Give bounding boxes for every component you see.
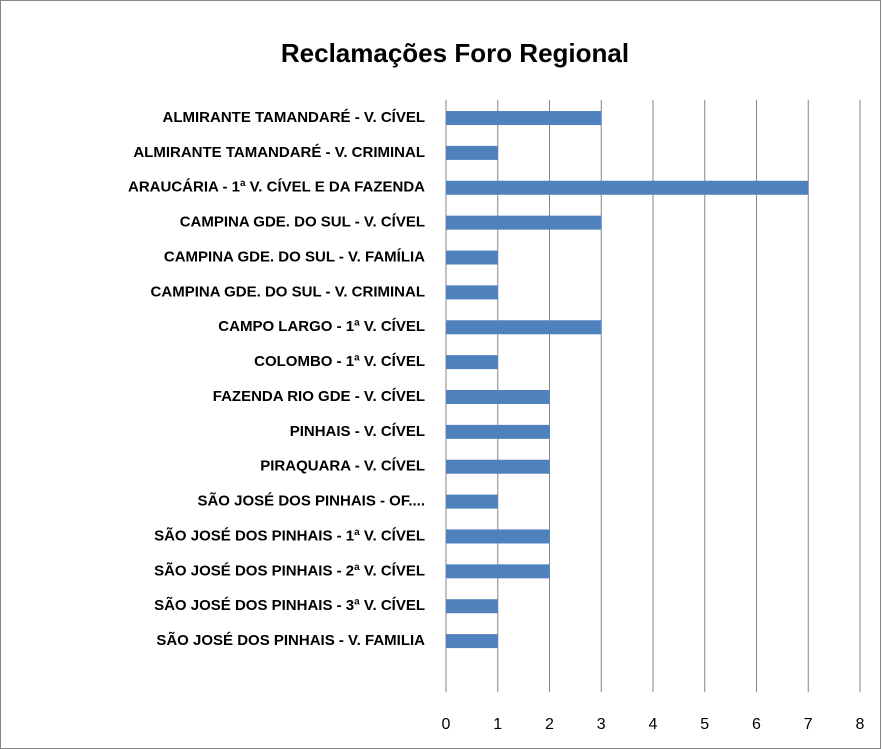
bar [446, 320, 602, 335]
bar [446, 355, 498, 370]
y-tick-label: FAZENDA RIO GDE - V. CÍVEL [213, 388, 425, 405]
x-tick-label: 4 [649, 716, 658, 733]
y-tick-label: SÃO JOSÉ DOS PINHAIS - 3ª V. CÍVEL [154, 596, 425, 614]
bar [446, 494, 498, 509]
y-tick-label: CAMPINA GDE. DO SUL - V. CÍVEL [180, 214, 425, 231]
x-tick-label: 2 [545, 716, 554, 733]
chart-title: Reclamações Foro Regional [281, 38, 629, 68]
bar [446, 564, 550, 579]
y-tick-label: CAMPO LARGO - 1ª V. CÍVEL [218, 318, 425, 335]
bar [446, 145, 498, 160]
x-tick-label: 1 [493, 716, 502, 733]
y-tick-label: SÃO JOSÉ DOS PINHAIS - OF.... [197, 492, 425, 510]
x-tick-label: 3 [597, 716, 606, 733]
bar [446, 111, 602, 126]
y-tick-label: COLOMBO - 1ª V. CÍVEL [254, 353, 425, 370]
bar [446, 285, 498, 300]
y-tick-label: PINHAIS - V. CÍVEL [290, 423, 425, 440]
x-tick-label: 7 [804, 716, 813, 733]
y-tick-label: ALMIRANTE TAMANDARÉ - V. CÍVEL [163, 109, 426, 126]
x-tick-label: 6 [752, 716, 761, 733]
y-tick-label: SÃO JOSÉ DOS PINHAIS - V. FAMILIA [156, 631, 425, 649]
bar [446, 389, 550, 404]
y-tick-label: ARAUCÁRIA - 1ª V. CÍVEL E DA FAZENDA [128, 179, 425, 196]
y-tick-label: SÃO JOSÉ DOS PINHAIS - 1ª V. CÍVEL [154, 526, 425, 544]
y-tick-label: PIRAQUARA - V. CÍVEL [260, 458, 425, 475]
y-tick-label: ALMIRANTE TAMANDARÉ - V. CRIMINAL [133, 144, 425, 161]
y-tick-label: CAMPINA GDE. DO SUL - V. CRIMINAL [151, 283, 425, 300]
bar [446, 634, 498, 649]
bar [446, 250, 498, 265]
x-tick-label: 5 [700, 716, 709, 733]
bar [446, 599, 498, 614]
x-tick-label: 8 [856, 716, 865, 733]
bar [446, 529, 550, 544]
bar [446, 215, 602, 230]
bar [446, 459, 550, 474]
bar [446, 180, 809, 195]
bar [446, 424, 550, 439]
y-tick-label: CAMPINA GDE. DO SUL - V. FAMÍLIA [164, 248, 425, 265]
x-tick-label: 0 [442, 716, 451, 733]
y-tick-label: SÃO JOSÉ DOS PINHAIS - 2ª V. CÍVEL [154, 561, 425, 579]
